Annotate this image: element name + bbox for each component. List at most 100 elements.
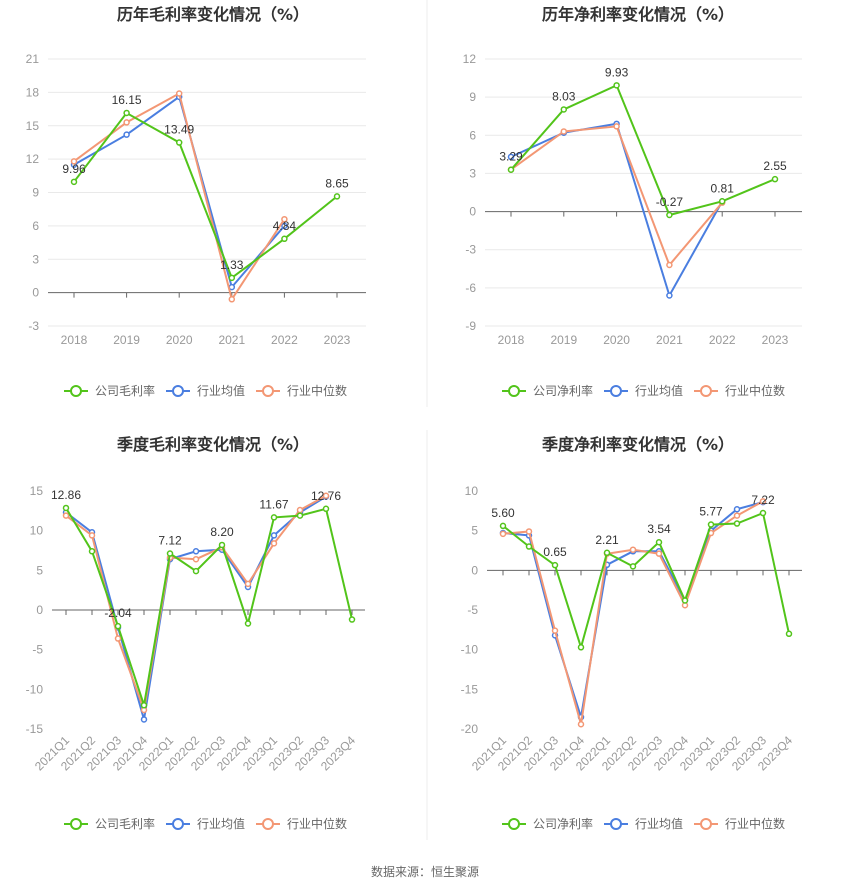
legend-item-company[interactable]: 公司净利率 [502, 383, 593, 398]
data-point-industry_median [296, 506, 304, 514]
legend-label: 行业中位数 [725, 383, 785, 398]
legend-label: 行业中位数 [287, 383, 347, 398]
legend-marker-icon [508, 385, 520, 397]
y-tick-label: 12 [463, 52, 477, 66]
data-label: 12.86 [51, 488, 81, 502]
data-point-industry_median [192, 555, 200, 563]
legend-item-industry_median[interactable]: 行业中位数 [256, 383, 347, 398]
legend-marker-icon [172, 385, 184, 397]
data-point-company [577, 644, 585, 651]
y-tick-label: -20 [461, 722, 479, 736]
legend-label: 行业均值 [635, 816, 683, 831]
chart-panel-4: 季度净利率变化情况（%）-20-15-10-505102021Q12021Q22… [461, 435, 802, 831]
legend-item-industry_avg[interactable]: 行业均值 [604, 383, 683, 398]
series-line-company [73, 111, 338, 280]
y-tick-label: 5 [36, 563, 43, 577]
data-point-company [707, 521, 715, 528]
y-tick-label: 5 [471, 524, 478, 538]
data-point-company [785, 630, 793, 638]
data-point-company [62, 504, 70, 512]
data-point-company [551, 561, 559, 569]
chart-title: 历年净利率变化情况（%） [542, 5, 734, 24]
y-tick-label: -9 [465, 319, 476, 333]
y-tick-label: -5 [467, 603, 478, 617]
data-point-industry_median [62, 512, 70, 519]
data-point-industry_median [270, 540, 278, 547]
data-point-company [244, 620, 252, 627]
data-point-industry_median [577, 720, 585, 728]
data-point-company [70, 178, 78, 186]
data-point-industry_median [629, 546, 637, 553]
data-point-industry_median [114, 635, 122, 642]
legend-item-industry_median[interactable]: 行业中位数 [256, 816, 347, 831]
y-tick-label: -10 [26, 682, 44, 696]
data-point-company [603, 549, 611, 557]
data-point-company [218, 541, 226, 549]
data-point-industry_avg [123, 131, 130, 138]
legend-label: 行业中位数 [725, 816, 785, 831]
data-label: 4.84 [273, 219, 297, 233]
y-tick-label: 10 [30, 524, 44, 538]
data-label: -0.27 [656, 195, 684, 209]
data-point-company [140, 701, 148, 709]
data-point-company [296, 512, 304, 519]
data-label: 11.67 [259, 497, 288, 511]
legend-label: 行业中位数 [287, 816, 347, 831]
x-tick-label: 2022 [709, 333, 736, 347]
legend-item-company[interactable]: 公司净利率 [502, 816, 593, 831]
legend-item-industry_median[interactable]: 行业中位数 [694, 383, 785, 398]
x-tick-label: 2022 [271, 333, 298, 347]
chart-title: 历年毛利率变化情况（%） [117, 5, 309, 24]
x-tick-label: 2020 [603, 333, 630, 347]
series-line-company [502, 511, 790, 651]
y-tick-label: -15 [26, 722, 44, 736]
data-point-industry_median [613, 123, 620, 130]
y-tick-label: 0 [471, 563, 478, 577]
series-line-industry_avg [502, 501, 764, 718]
legend-marker-icon [610, 818, 622, 830]
data-point-company [655, 538, 663, 546]
legend-marker-icon [262, 818, 274, 830]
legend-item-industry_avg[interactable]: 行业均值 [166, 816, 245, 831]
data-point-company [281, 235, 288, 243]
data-point-company [759, 509, 767, 517]
data-label: 0.81 [711, 181, 735, 195]
data-point-company [166, 550, 174, 557]
series-line-industry_median [510, 125, 723, 267]
data-point-company [771, 175, 779, 183]
legend-label: 行业均值 [197, 816, 245, 831]
legend-item-industry_median[interactable]: 行业中位数 [694, 816, 785, 831]
data-label: 8.65 [325, 176, 349, 190]
data-label: 2.55 [763, 159, 787, 173]
legend-marker-icon [508, 818, 520, 830]
legend-label: 公司毛利率 [95, 816, 155, 831]
data-point-industry_median [70, 158, 78, 165]
legend-label: 公司净利率 [533, 383, 593, 398]
data-point-industry_avg [192, 548, 200, 555]
y-tick-label: 0 [36, 603, 43, 617]
legend-item-company[interactable]: 公司毛利率 [64, 383, 155, 398]
x-tick-label: 2020 [166, 333, 193, 347]
data-label: 7.12 [158, 534, 182, 548]
chart-title: 季度净利率变化情况（%） [541, 435, 734, 454]
x-tick-label: 2023 [324, 333, 351, 347]
y-tick-label: 3 [469, 166, 476, 180]
data-point-company [88, 548, 96, 555]
data-label: 8.03 [552, 89, 576, 103]
data-point-company [733, 520, 741, 527]
data-label: -2.04 [104, 606, 132, 620]
x-tick-label: 2019 [550, 333, 577, 347]
legend-item-company[interactable]: 公司毛利率 [64, 816, 155, 831]
data-point-company [629, 563, 637, 570]
legend-item-industry_avg[interactable]: 行业均值 [166, 383, 245, 398]
data-label: 16.15 [112, 93, 142, 107]
y-tick-label: -6 [465, 281, 476, 295]
legend-item-industry_avg[interactable]: 行业均值 [604, 816, 683, 831]
y-tick-label: 15 [30, 484, 44, 498]
legend-marker-icon [700, 818, 712, 830]
x-tick-label: 2018 [61, 333, 88, 347]
data-point-industry_avg [666, 292, 673, 299]
data-point-industry_median [244, 580, 252, 588]
data-label: 3.29 [499, 150, 523, 164]
